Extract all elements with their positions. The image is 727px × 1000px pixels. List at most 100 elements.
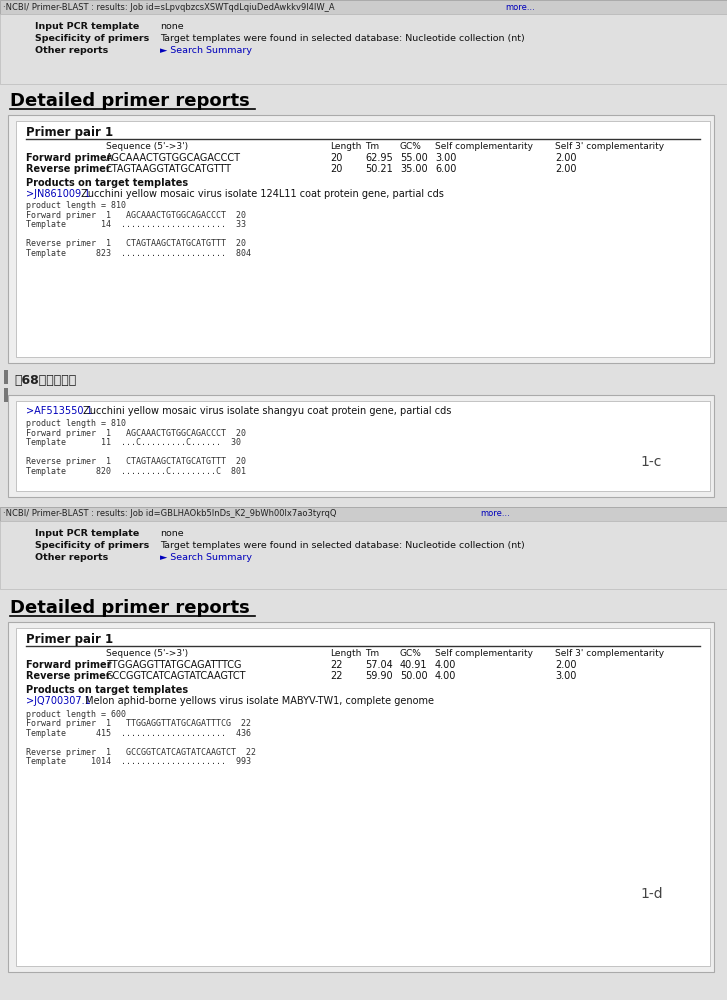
Text: Specificity of primers: Specificity of primers (35, 541, 149, 550)
Text: Reverse primer: Reverse primer (26, 164, 111, 174)
Text: Template      823  .....................  804: Template 823 ..................... 804 (26, 248, 251, 257)
Text: 3.00: 3.00 (555, 671, 577, 681)
Text: 22: 22 (330, 660, 342, 670)
Text: Self 3' complementarity: Self 3' complementarity (555, 649, 664, 658)
Text: GC%: GC% (400, 142, 422, 151)
Text: Reverse primer  1   CTAGTAAGCTATGCATGTTT  20: Reverse primer 1 CTAGTAAGCTATGCATGTTT 20 (26, 457, 246, 466)
Text: 62.95: 62.95 (365, 153, 393, 163)
Bar (16, 628, 710, 966)
Text: Forward primer: Forward primer (26, 153, 111, 163)
Text: product length = 810: product length = 810 (26, 419, 126, 428)
Text: >JQ700307.1: >JQ700307.1 (26, 696, 91, 706)
Text: none: none (160, 22, 184, 31)
Text: GCCGGTCATCAGTATCAAGTCT: GCCGGTCATCAGTATCAAGTCT (106, 671, 246, 681)
Text: 4.00: 4.00 (435, 660, 457, 670)
Text: Detailed primer reports: Detailed primer reports (10, 92, 250, 110)
Text: Length: Length (330, 649, 361, 658)
Text: Reverse primer: Reverse primer (26, 671, 111, 681)
Text: 2.00: 2.00 (555, 164, 577, 174)
Text: 3.00: 3.00 (435, 153, 457, 163)
Text: 55.00: 55.00 (400, 153, 427, 163)
Bar (0, 521, 727, 1000)
Text: Sequence (5'->3'): Sequence (5'->3') (106, 649, 188, 658)
Text: none: none (160, 529, 184, 538)
Text: Reverse primer  1   GCCGGTCATCAGTATCAAGTCT  22: Reverse primer 1 GCCGGTCATCAGTATCAAGTCT … (26, 748, 256, 757)
Text: 20: 20 (330, 164, 342, 174)
Bar (4, 388, 8, 402)
Bar (0, 14, 727, 500)
Text: Forward primer: Forward primer (26, 660, 111, 670)
Text: Primer pair 1: Primer pair 1 (26, 633, 113, 646)
Text: ·NCBI/ Primer-BLAST : results: Job id=sLpvqbzcsXSWTqdLqiuDedAwkkv9l4IW_A: ·NCBI/ Primer-BLAST : results: Job id=sL… (3, 2, 334, 11)
Text: >AF513550.1: >AF513550.1 (26, 406, 92, 416)
Bar (0, 521, 727, 589)
Text: Zucchini yellow mosaic virus isolate shangyu coat protein gene, partial cds: Zucchini yellow mosaic virus isolate sha… (80, 406, 451, 416)
Text: Sequence (5'->3'): Sequence (5'->3') (106, 142, 188, 151)
Bar (0, 0, 727, 14)
Text: Tm: Tm (365, 649, 379, 658)
Text: 1-c: 1-c (640, 455, 662, 469)
Text: 4.00: 4.00 (435, 671, 457, 681)
Text: 共68条检索结果: 共68条检索结果 (14, 374, 76, 387)
Text: Self complementarity: Self complementarity (435, 649, 533, 658)
Text: Tm: Tm (365, 142, 379, 151)
Text: Forward primer  1   AGCAAACTGTGGCAGACCCT  20: Forward primer 1 AGCAAACTGTGGCAGACCCT 20 (26, 211, 246, 220)
Text: Detailed primer reports: Detailed primer reports (10, 599, 250, 617)
Text: 20: 20 (330, 153, 342, 163)
Text: >JN861009.1: >JN861009.1 (26, 189, 90, 199)
Text: GC%: GC% (400, 649, 422, 658)
Text: Other reports: Other reports (35, 553, 108, 562)
Text: Forward primer  1   AGCAAACTGTGGCAGACCCT  20: Forward primer 1 AGCAAACTGTGGCAGACCCT 20 (26, 428, 246, 438)
Text: AGCAAACTGTGGCAGACCCT: AGCAAACTGTGGCAGACCCT (106, 153, 241, 163)
Text: more...: more... (480, 510, 510, 518)
Bar (0, 507, 727, 521)
Text: Target templates were found in selected database: Nucleotide collection (nt): Target templates were found in selected … (160, 541, 525, 550)
Text: Template      415  .....................  436: Template 415 ..................... 436 (26, 729, 251, 738)
Text: Template       11  ...C.........C......  30: Template 11 ...C.........C...... 30 (26, 438, 241, 447)
Text: Self 3' complementarity: Self 3' complementarity (555, 142, 664, 151)
Text: 50.21: 50.21 (365, 164, 393, 174)
Text: product length = 810: product length = 810 (26, 201, 126, 210)
Text: product length = 600: product length = 600 (26, 710, 126, 719)
Bar (8, 622, 714, 972)
Bar (4, 370, 8, 384)
Text: Template     1014  .....................  993: Template 1014 ..................... 993 (26, 758, 251, 766)
Text: Template       14  .....................  33: Template 14 ..................... 33 (26, 220, 246, 229)
Text: 2.00: 2.00 (555, 660, 577, 670)
Text: ► Search Summary: ► Search Summary (160, 46, 252, 55)
Bar (0, 14, 727, 84)
Text: Length: Length (330, 142, 361, 151)
Bar (8, 115, 714, 363)
Text: Other reports: Other reports (35, 46, 108, 55)
Text: 2.00: 2.00 (555, 153, 577, 163)
Bar (16, 121, 710, 357)
Text: 40.91: 40.91 (400, 660, 427, 670)
Text: Template      820  .........C.........C  801: Template 820 .........C.........C 801 (26, 466, 246, 476)
Text: Input PCR template: Input PCR template (35, 529, 140, 538)
Text: Forward primer  1   TTGGAGGTTATGCAGATTTCG  22: Forward primer 1 TTGGAGGTTATGCAGATTTCG 2… (26, 720, 251, 728)
Text: ► Search Summary: ► Search Summary (160, 553, 252, 562)
Text: Reverse primer  1   CTAGTAAGCTATGCATGTTT  20: Reverse primer 1 CTAGTAAGCTATGCATGTTT 20 (26, 239, 246, 248)
Bar (8, 395, 714, 497)
Text: Products on target templates: Products on target templates (26, 178, 188, 188)
Text: 1-d: 1-d (640, 887, 662, 901)
Text: more...: more... (505, 2, 535, 11)
Text: 6.00: 6.00 (435, 164, 457, 174)
Text: Products on target templates: Products on target templates (26, 685, 188, 695)
Text: Primer pair 1: Primer pair 1 (26, 126, 113, 139)
Text: Input PCR template: Input PCR template (35, 22, 140, 31)
Text: 57.04: 57.04 (365, 660, 393, 670)
Text: 35.00: 35.00 (400, 164, 427, 174)
Text: 59.90: 59.90 (365, 671, 393, 681)
Text: ·NCBI/ Primer-BLAST : results: Job id=GBLHAOkb5InDs_K2_9bWh00lx7ao3tyrqQ: ·NCBI/ Primer-BLAST : results: Job id=GB… (3, 510, 337, 518)
Text: TTGGAGGTTATGCAGATTTCG: TTGGAGGTTATGCAGATTTCG (106, 660, 241, 670)
Text: 22: 22 (330, 671, 342, 681)
Text: Zucchini yellow mosaic virus isolate 124L11 coat protein gene, partial cds: Zucchini yellow mosaic virus isolate 124… (78, 189, 444, 199)
Text: Target templates were found in selected database: Nucleotide collection (nt): Target templates were found in selected … (160, 34, 525, 43)
Text: Self complementarity: Self complementarity (435, 142, 533, 151)
Text: 50.00: 50.00 (400, 671, 427, 681)
Bar (16, 401, 710, 491)
Text: CTAGTAAGGTATGCATGTTT: CTAGTAAGGTATGCATGTTT (106, 164, 232, 174)
Text: Specificity of primers: Specificity of primers (35, 34, 149, 43)
Text: Melon aphid-borne yellows virus isolate MABYV-TW1, complete genome: Melon aphid-borne yellows virus isolate … (82, 696, 434, 706)
